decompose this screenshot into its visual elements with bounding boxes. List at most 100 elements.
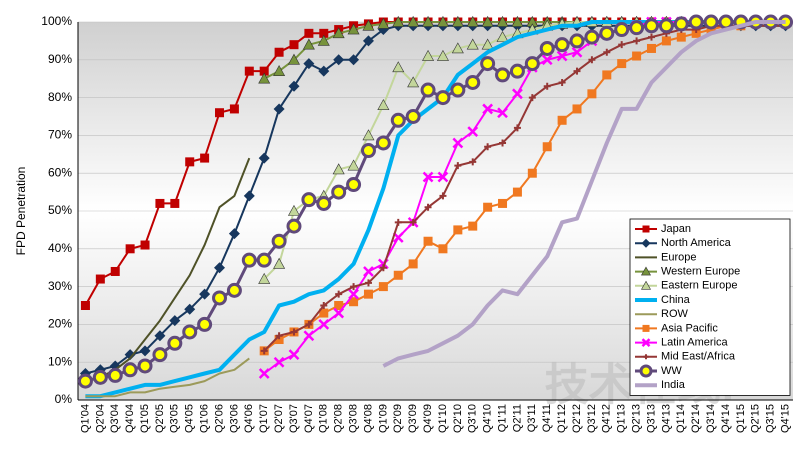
x-tick-label: Q4'04 xyxy=(124,404,136,433)
marker xyxy=(435,90,451,106)
marker xyxy=(290,328,298,336)
marker xyxy=(541,54,553,66)
marker xyxy=(379,264,387,272)
marker xyxy=(289,40,299,50)
x-tick-label: Q1'12 xyxy=(556,404,568,433)
x-tick-label: Q1'11 xyxy=(496,404,508,432)
legend-marker xyxy=(643,354,649,360)
marker xyxy=(571,46,583,58)
marker xyxy=(273,103,285,115)
x-tick-label: Q3'04 xyxy=(109,404,121,433)
marker xyxy=(348,288,359,300)
marker xyxy=(453,225,463,235)
x-tick-label: Q4'09 xyxy=(422,404,434,433)
marker xyxy=(364,279,372,287)
marker xyxy=(587,89,597,99)
marker xyxy=(647,33,655,41)
marker xyxy=(393,270,403,280)
marker xyxy=(512,187,522,197)
marker xyxy=(602,70,612,80)
marker xyxy=(511,15,524,27)
x-tick-label: Q4'08 xyxy=(362,404,374,433)
marker xyxy=(481,38,494,50)
x-tick-label: Q2'04 xyxy=(94,404,106,433)
x-tick-label: Q3'11 xyxy=(526,404,538,432)
marker xyxy=(258,272,271,284)
marker xyxy=(226,282,242,298)
marker xyxy=(287,204,300,216)
marker xyxy=(288,80,300,92)
marker xyxy=(558,78,566,86)
marker xyxy=(199,288,211,300)
x-tick-label: Q2'05 xyxy=(154,404,166,433)
marker xyxy=(584,29,600,45)
marker xyxy=(569,33,585,49)
legend-marker xyxy=(642,324,650,332)
marker xyxy=(304,28,314,38)
marker xyxy=(422,15,435,27)
x-tick-label: Q2'15 xyxy=(750,404,762,433)
x-tick-label: Q4'13 xyxy=(660,404,672,433)
y-tick-label: 30% xyxy=(48,279,72,293)
marker xyxy=(333,54,345,66)
marker xyxy=(349,297,359,307)
marker xyxy=(392,61,405,73)
x-tick-label: Q3'15 xyxy=(765,404,777,433)
x-tick-label: Q2'10 xyxy=(452,404,464,433)
marker xyxy=(140,240,150,250)
marker xyxy=(405,109,421,124)
marker xyxy=(273,257,286,269)
series-line xyxy=(382,20,786,368)
marker xyxy=(557,115,567,125)
marker xyxy=(573,67,581,75)
marker xyxy=(554,37,570,53)
marker xyxy=(320,302,328,309)
marker xyxy=(633,37,641,45)
marker xyxy=(137,358,153,374)
marker xyxy=(423,236,433,246)
marker xyxy=(319,28,329,38)
marker xyxy=(539,40,555,56)
marker xyxy=(212,290,228,306)
marker xyxy=(155,198,165,208)
marker xyxy=(618,41,626,49)
marker xyxy=(599,25,615,41)
x-tick-label: Q2'08 xyxy=(333,404,345,433)
marker xyxy=(543,82,551,90)
marker xyxy=(467,126,479,138)
marker xyxy=(450,82,466,98)
marker xyxy=(480,56,496,72)
marker xyxy=(273,356,285,368)
marker xyxy=(303,330,315,342)
marker xyxy=(542,142,552,152)
marker xyxy=(437,171,449,183)
marker xyxy=(317,34,330,46)
marker xyxy=(256,252,272,268)
x-tick-label: Q1'06 xyxy=(199,404,211,433)
marker xyxy=(363,266,374,277)
y-tick-label: 40% xyxy=(48,241,72,255)
marker xyxy=(524,56,540,72)
marker xyxy=(422,171,434,183)
marker xyxy=(482,103,494,115)
marker xyxy=(661,36,671,46)
marker xyxy=(197,316,213,332)
x-tick-label: Q4'10 xyxy=(482,404,494,433)
marker xyxy=(182,324,198,340)
marker xyxy=(528,94,536,102)
y-tick-label: 10% xyxy=(48,354,72,368)
x-tick-label: Q3'14 xyxy=(705,404,717,433)
marker xyxy=(496,30,509,42)
marker xyxy=(632,51,642,61)
marker xyxy=(688,14,704,30)
y-axis-label: FPD Penetration xyxy=(14,167,28,256)
x-tick-label: Q3'06 xyxy=(228,404,240,433)
marker xyxy=(572,104,582,114)
marker xyxy=(706,25,716,35)
marker xyxy=(200,153,210,163)
x-tick-label: Q2'07 xyxy=(273,404,285,433)
marker xyxy=(228,228,240,240)
marker xyxy=(407,15,420,27)
marker xyxy=(377,17,390,29)
marker xyxy=(319,308,329,318)
